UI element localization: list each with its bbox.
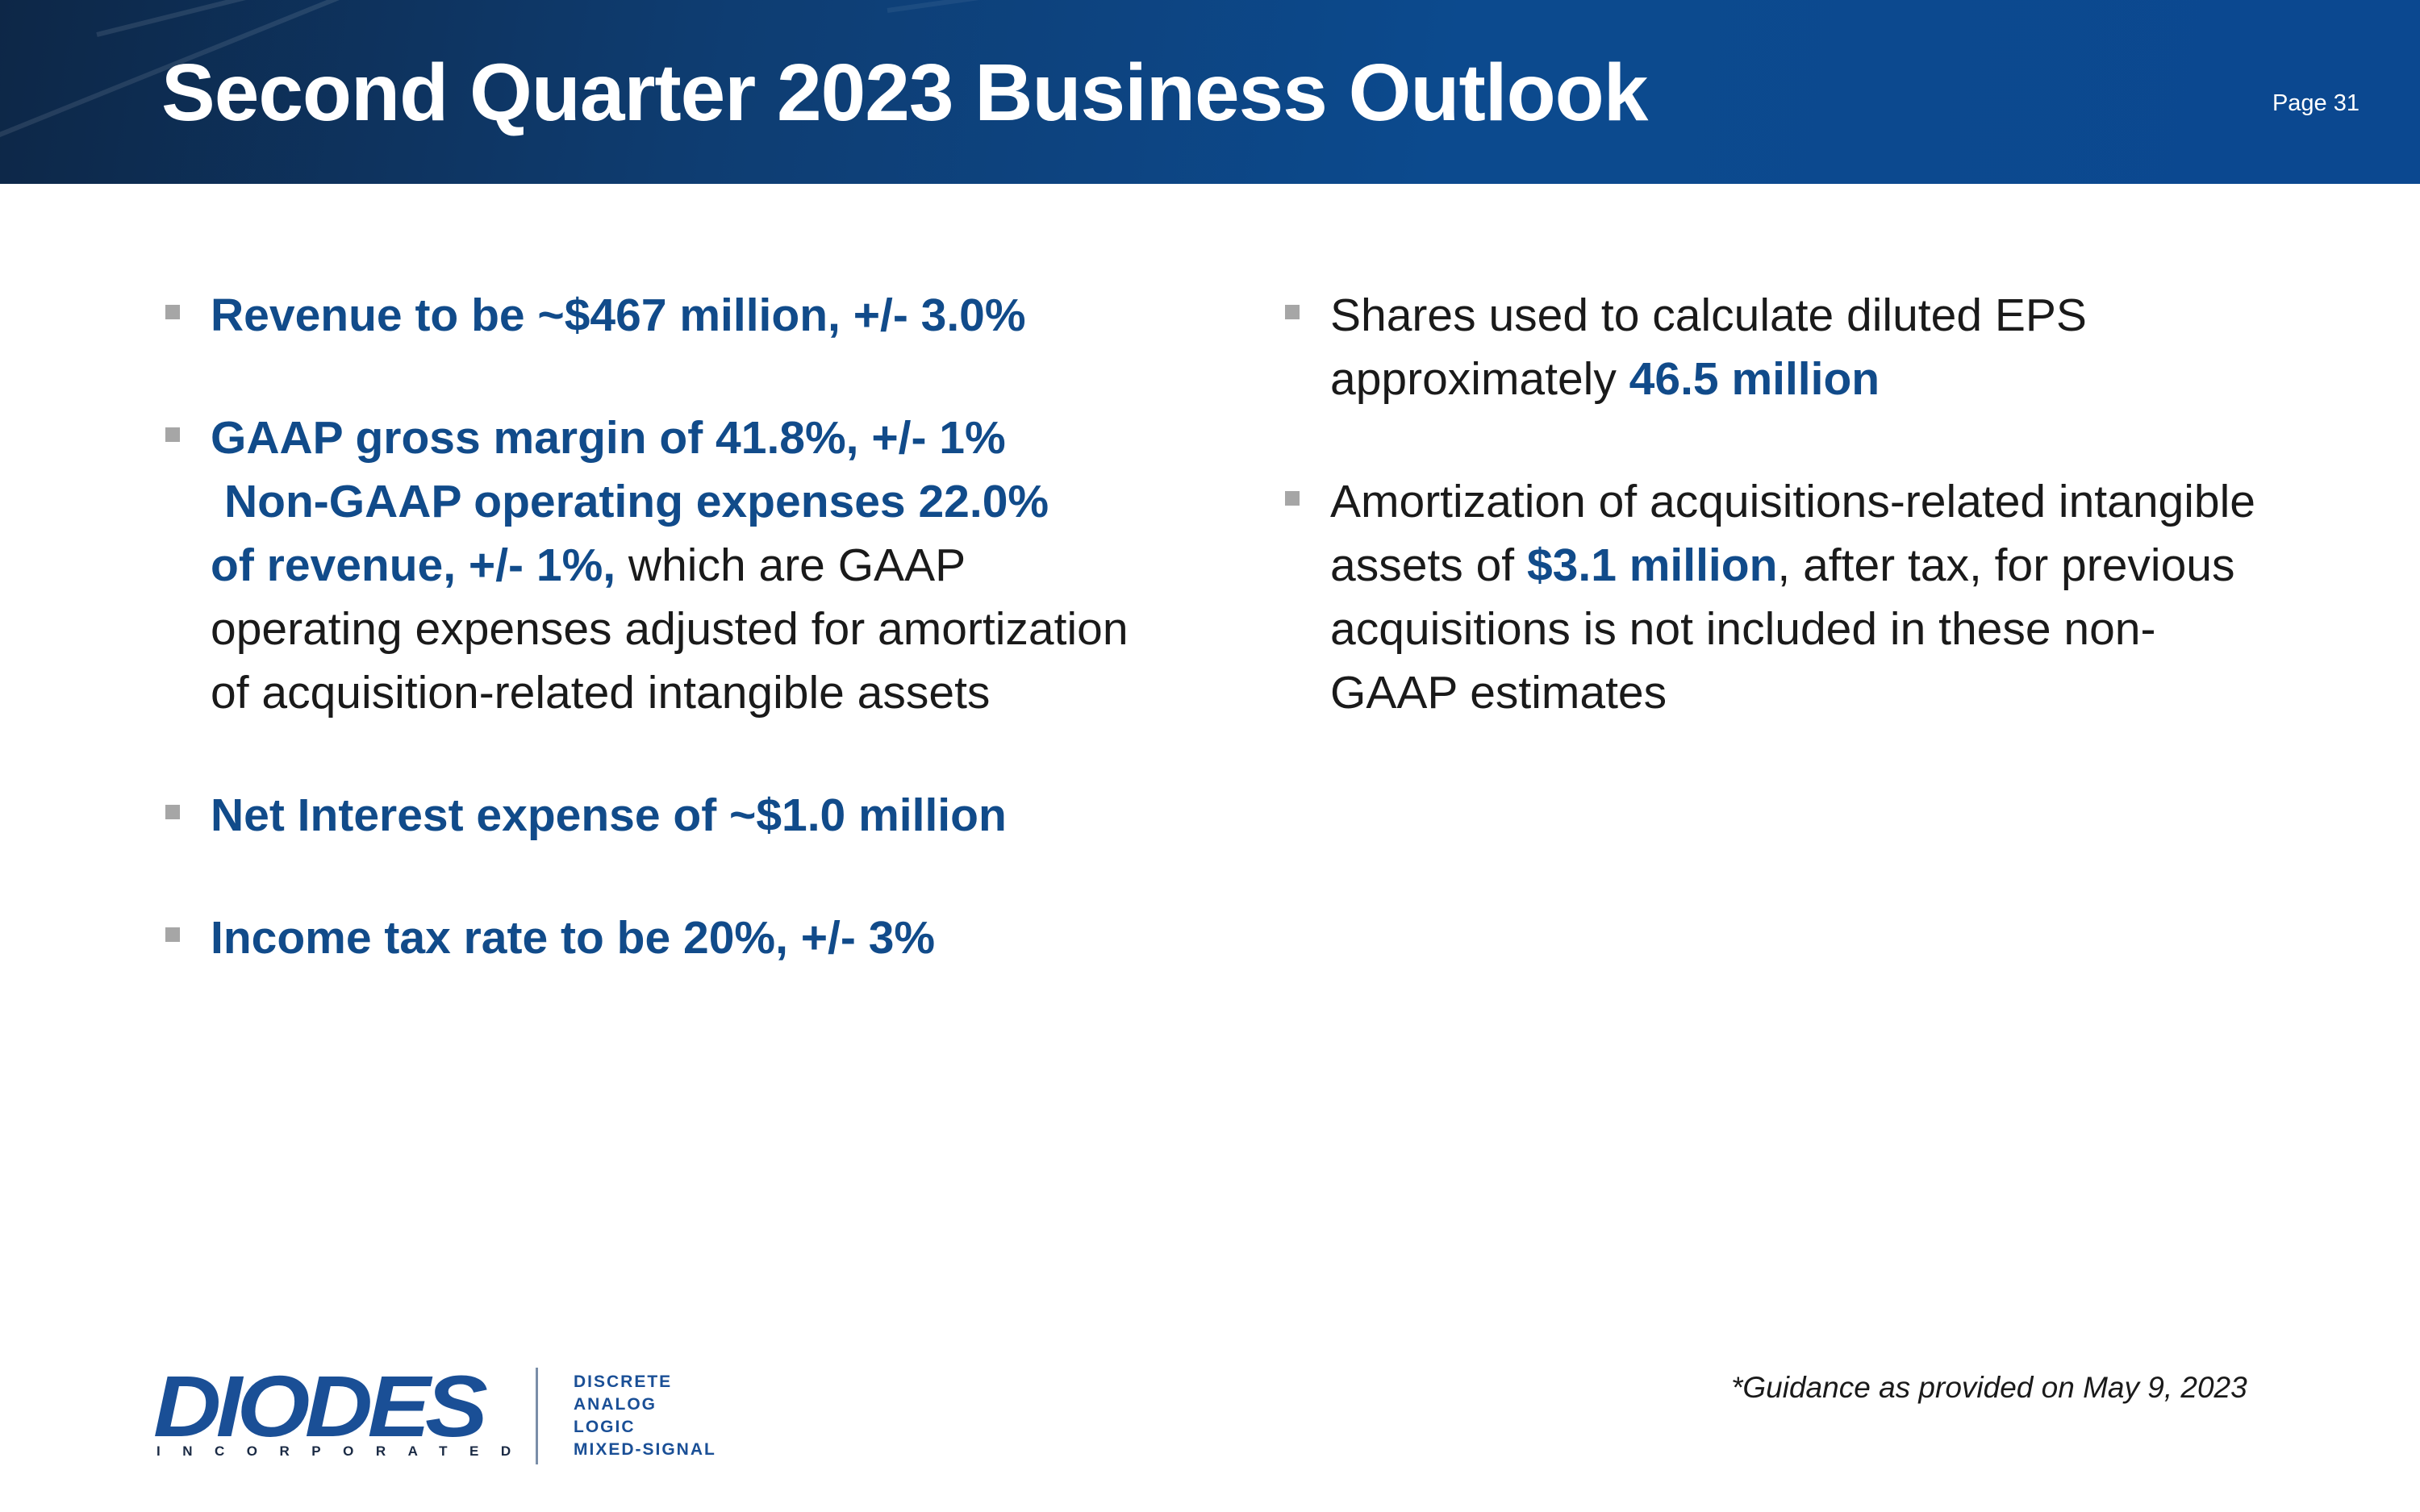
amortization-line: GAAP estimates — [1330, 667, 1667, 719]
left-column: Revenue to be ~$467 million, +/- 3.0% GA… — [165, 284, 1238, 970]
right-column: Shares used to calculate diluted EPS app… — [1285, 284, 2382, 725]
tax-text: Income tax rate to be 20%, +/- 3% — [211, 912, 936, 964]
opex-note-text: which are GAAP — [615, 539, 966, 591]
revenue-text: Revenue to be ~$467 million, +/- 3.0% — [211, 289, 1026, 341]
amortization-text: Amortization of acquisitions-related int… — [1330, 476, 2255, 527]
amortization-pre-text: assets of — [1330, 539, 1527, 591]
banner-decoration — [96, 0, 802, 37]
logo-subtitle: INCORPORATED — [156, 1443, 533, 1459]
bullet-square-icon — [165, 927, 180, 942]
opex-revenue-text: of revenue, +/- 1%, — [211, 539, 616, 591]
bullet-square-icon — [1285, 305, 1300, 319]
bullet-tax: Income tax rate to be 20%, +/- 3% — [165, 906, 1238, 970]
opex-text: Non-GAAP operating expenses 22.0% — [224, 476, 1049, 527]
company-logo: DIODES INCORPORATED DISCRETE ANALOG LOGI… — [153, 1363, 734, 1476]
shares-text: Shares used to calculate diluted EPS — [1330, 289, 2087, 341]
bullet-square-icon — [1285, 491, 1300, 506]
amortization-rest-text: , after tax, for previous — [1777, 539, 2235, 591]
amortization-line: acquisitions is not included in these no… — [1330, 603, 2156, 655]
logo-tag: MIXED-SIGNAL — [574, 1440, 716, 1459]
logo-tag: DISCRETE — [574, 1372, 673, 1391]
guidance-footnote: *Guidance as provided on May 9, 2023 — [1731, 1371, 2247, 1404]
logo-tag: LOGIC — [574, 1418, 636, 1436]
opex-note-line: of acquisition-related intangible assets — [211, 667, 991, 719]
logo-tagline: DISCRETE ANALOG LOGIC MIXED-SIGNAL — [574, 1371, 716, 1461]
logo-divider — [536, 1368, 538, 1464]
page-number: Page 31 — [2272, 90, 2360, 116]
gross-margin-text: GAAP gross margin of 41.8%, +/- 1% — [211, 412, 1006, 464]
opex-note-line: operating expenses adjusted for amortiza… — [211, 603, 1129, 655]
amortization-value: $3.1 million — [1526, 539, 1778, 591]
bullet-gross-margin: GAAP gross margin of 41.8%, +/- 1% Non-G… — [165, 406, 1238, 725]
bullet-interest: Net Interest expense of ~$1.0 million — [165, 784, 1238, 848]
bullet-shares: Shares used to calculate diluted EPS app… — [1285, 284, 2382, 411]
bullet-amortization: Amortization of acquisitions-related int… — [1285, 470, 2382, 725]
slide-title: Second Quarter 2023 Business Outlook — [161, 48, 1648, 138]
bullet-square-icon — [165, 805, 180, 819]
bullet-square-icon — [165, 427, 180, 442]
banner-decoration — [887, 0, 1287, 13]
logo-tag: ANALOG — [574, 1395, 657, 1414]
shares-value: 46.5 million — [1629, 353, 1880, 405]
logo-wordmark: DIODES — [153, 1357, 488, 1455]
interest-text: Net Interest expense of ~$1.0 million — [211, 789, 1007, 841]
bullet-revenue: Revenue to be ~$467 million, +/- 3.0% — [165, 284, 1238, 348]
header-banner: Second Quarter 2023 Business Outlook Pag… — [0, 0, 2420, 184]
bullet-square-icon — [165, 305, 180, 319]
shares-pre-text: approximately — [1330, 353, 1629, 405]
